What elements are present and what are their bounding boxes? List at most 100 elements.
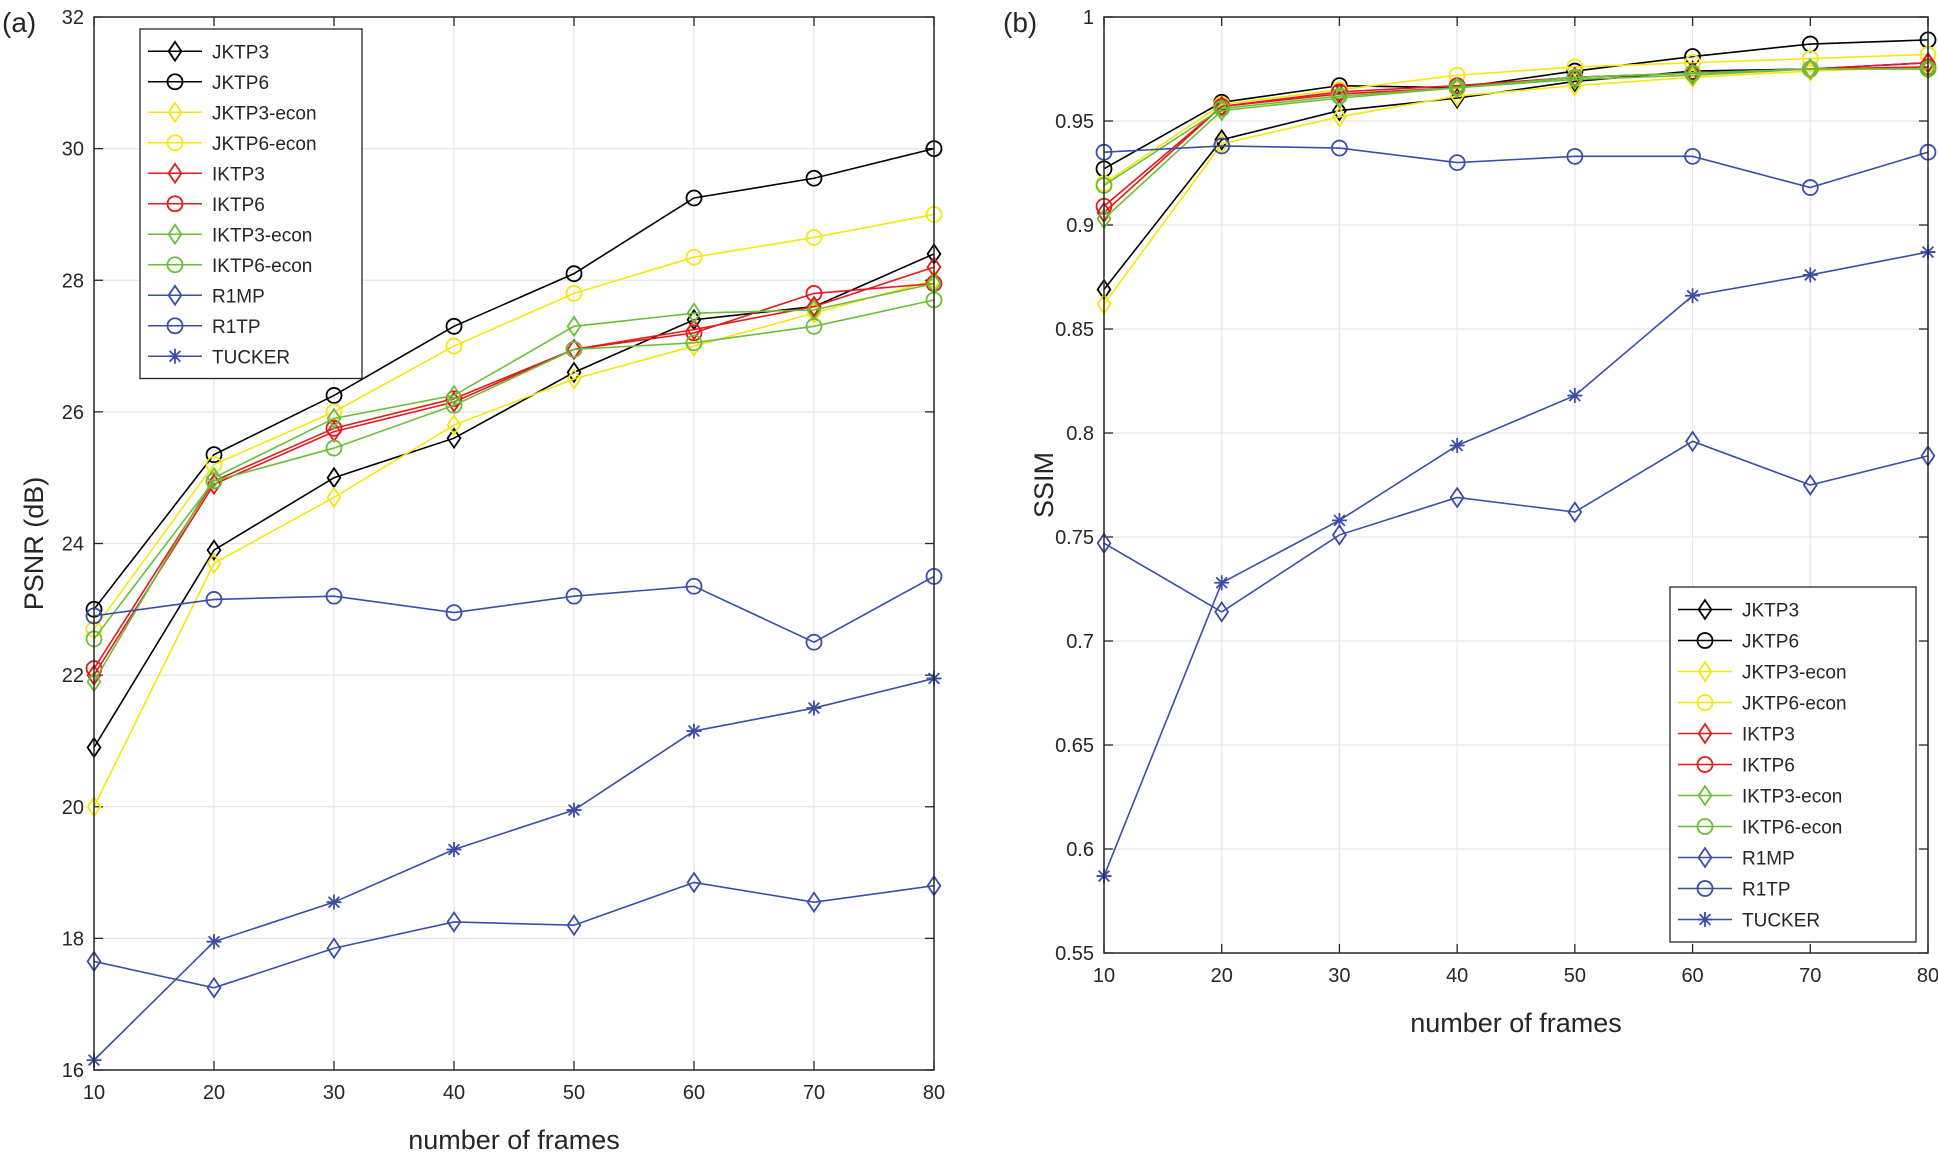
data-point xyxy=(806,891,822,914)
data-point xyxy=(1331,77,1348,95)
legend-marker xyxy=(1696,756,1714,773)
legend-item-r1tp: R1TP xyxy=(1678,880,1791,901)
data-point xyxy=(325,403,343,421)
data-point xyxy=(326,486,342,509)
legend-marker xyxy=(1697,912,1713,927)
legend-item-r1mp: R1MP xyxy=(1678,846,1795,870)
y-tick-label: 0.7 xyxy=(1066,631,1094,653)
data-point xyxy=(566,338,582,361)
legend-item-iktp6: IKTP6 xyxy=(1678,756,1795,777)
legend-item-iktp3: IKTP3 xyxy=(148,162,265,185)
series-line xyxy=(1103,68,1928,187)
data-point xyxy=(325,587,343,605)
data-point xyxy=(1448,79,1466,97)
legend-item-jktp3: JKTP3 xyxy=(1678,598,1799,622)
legend-marker xyxy=(166,256,184,274)
data-point xyxy=(566,315,582,338)
data-point xyxy=(1567,501,1583,524)
data-point xyxy=(205,591,223,608)
data-point xyxy=(1801,50,1819,67)
data-point xyxy=(1331,512,1347,528)
data-point xyxy=(325,439,343,457)
chart-panel-a: 10 20 30 40 50 60 70 80 16 18 20 22 24 26 28 30 32 number… xyxy=(2,7,945,1155)
legend-label: R1MP xyxy=(212,286,265,307)
data-point xyxy=(806,700,822,716)
data-point xyxy=(1449,76,1465,99)
series-line xyxy=(93,279,935,808)
legend-item-r1mp: R1MP xyxy=(148,284,265,307)
legend-label: IKTP6-econ xyxy=(212,256,312,277)
legend-label: IKTP3 xyxy=(1742,725,1795,746)
data-point xyxy=(325,387,343,404)
data-point xyxy=(686,723,702,739)
legend-item-iktp3: IKTP3 xyxy=(1678,722,1795,746)
series-line xyxy=(93,299,935,640)
data-point xyxy=(1449,486,1465,509)
y-tick-label: 0.6 xyxy=(1066,839,1094,861)
data-point xyxy=(685,577,703,595)
series-r1tp xyxy=(1095,137,1937,196)
data-point xyxy=(1684,147,1701,165)
legend-item-jktp3-econ: JKTP3-econ xyxy=(148,101,317,124)
x-tick-label: 80 xyxy=(923,1082,945,1104)
axes-box xyxy=(1103,16,1929,954)
legend-marker xyxy=(167,348,183,364)
data-point xyxy=(1802,267,1818,283)
series-line xyxy=(93,677,935,1061)
legend-item-jktp3: JKTP3 xyxy=(148,40,269,63)
x-tick-label: 70 xyxy=(1799,965,1821,987)
x-tick-label: 30 xyxy=(1328,965,1350,987)
data-point xyxy=(686,871,702,894)
data-point xyxy=(1801,60,1819,78)
legend-marker xyxy=(167,284,183,307)
data-point xyxy=(1331,99,1347,122)
data-point xyxy=(685,189,703,207)
series-line xyxy=(1103,53,1929,185)
series-iktp6 xyxy=(85,275,943,677)
legend-marker xyxy=(1697,722,1713,745)
y-axis-label: SSIM xyxy=(1029,452,1059,518)
x-tick-label: 10 xyxy=(83,1082,105,1104)
data-point xyxy=(1567,68,1583,91)
series-line xyxy=(1103,251,1929,877)
legend-marker xyxy=(1696,632,1714,649)
data-point xyxy=(205,446,223,464)
x-tick-label: 10 xyxy=(1093,965,1115,987)
data-point xyxy=(326,894,342,910)
y-tick-label: 30 xyxy=(62,139,84,161)
legend-item-iktp6-econ: IKTP6-econ xyxy=(1678,818,1842,839)
data-point xyxy=(445,317,463,335)
data-point xyxy=(1331,105,1347,128)
y-tick-label: 26 xyxy=(62,402,84,424)
x-tick-label: 40 xyxy=(443,1082,465,1104)
x-tick-label: 50 xyxy=(1564,965,1586,987)
data-point xyxy=(805,169,823,187)
data-point xyxy=(566,367,582,390)
data-point xyxy=(1331,87,1348,105)
data-point xyxy=(1685,62,1701,85)
panel-label: (a) xyxy=(2,7,36,38)
legend-label: JKTP3 xyxy=(1742,601,1799,622)
series-line xyxy=(93,253,935,748)
legend-label: JKTP3-econ xyxy=(212,103,317,124)
data-point xyxy=(1802,60,1818,83)
data-point xyxy=(1802,58,1818,80)
data-point xyxy=(566,361,582,384)
series-r1mp xyxy=(86,871,942,999)
x-tick-label: 60 xyxy=(683,1082,705,1104)
data-point xyxy=(805,633,823,651)
y-tick-label: 0.75 xyxy=(1055,527,1094,549)
data-point xyxy=(1213,137,1231,155)
legend-marker xyxy=(1697,660,1713,683)
series-group xyxy=(1095,31,1937,884)
legend-marker xyxy=(1697,784,1713,807)
legend-label: TUCKER xyxy=(212,347,290,368)
series-line xyxy=(93,881,935,989)
data-point xyxy=(1331,83,1348,101)
data-point xyxy=(206,934,222,950)
legend-item-jktp6-econ: JKTP6-econ xyxy=(148,134,317,155)
data-point xyxy=(1685,66,1701,89)
legend-label: IKTP6 xyxy=(1742,756,1795,777)
axis-ticks: 10 20 30 40 50 60 70 80 16 18 20 22 24 26 28 30 32 xyxy=(62,7,945,1104)
legend-item-iktp6: IKTP6 xyxy=(148,195,265,216)
